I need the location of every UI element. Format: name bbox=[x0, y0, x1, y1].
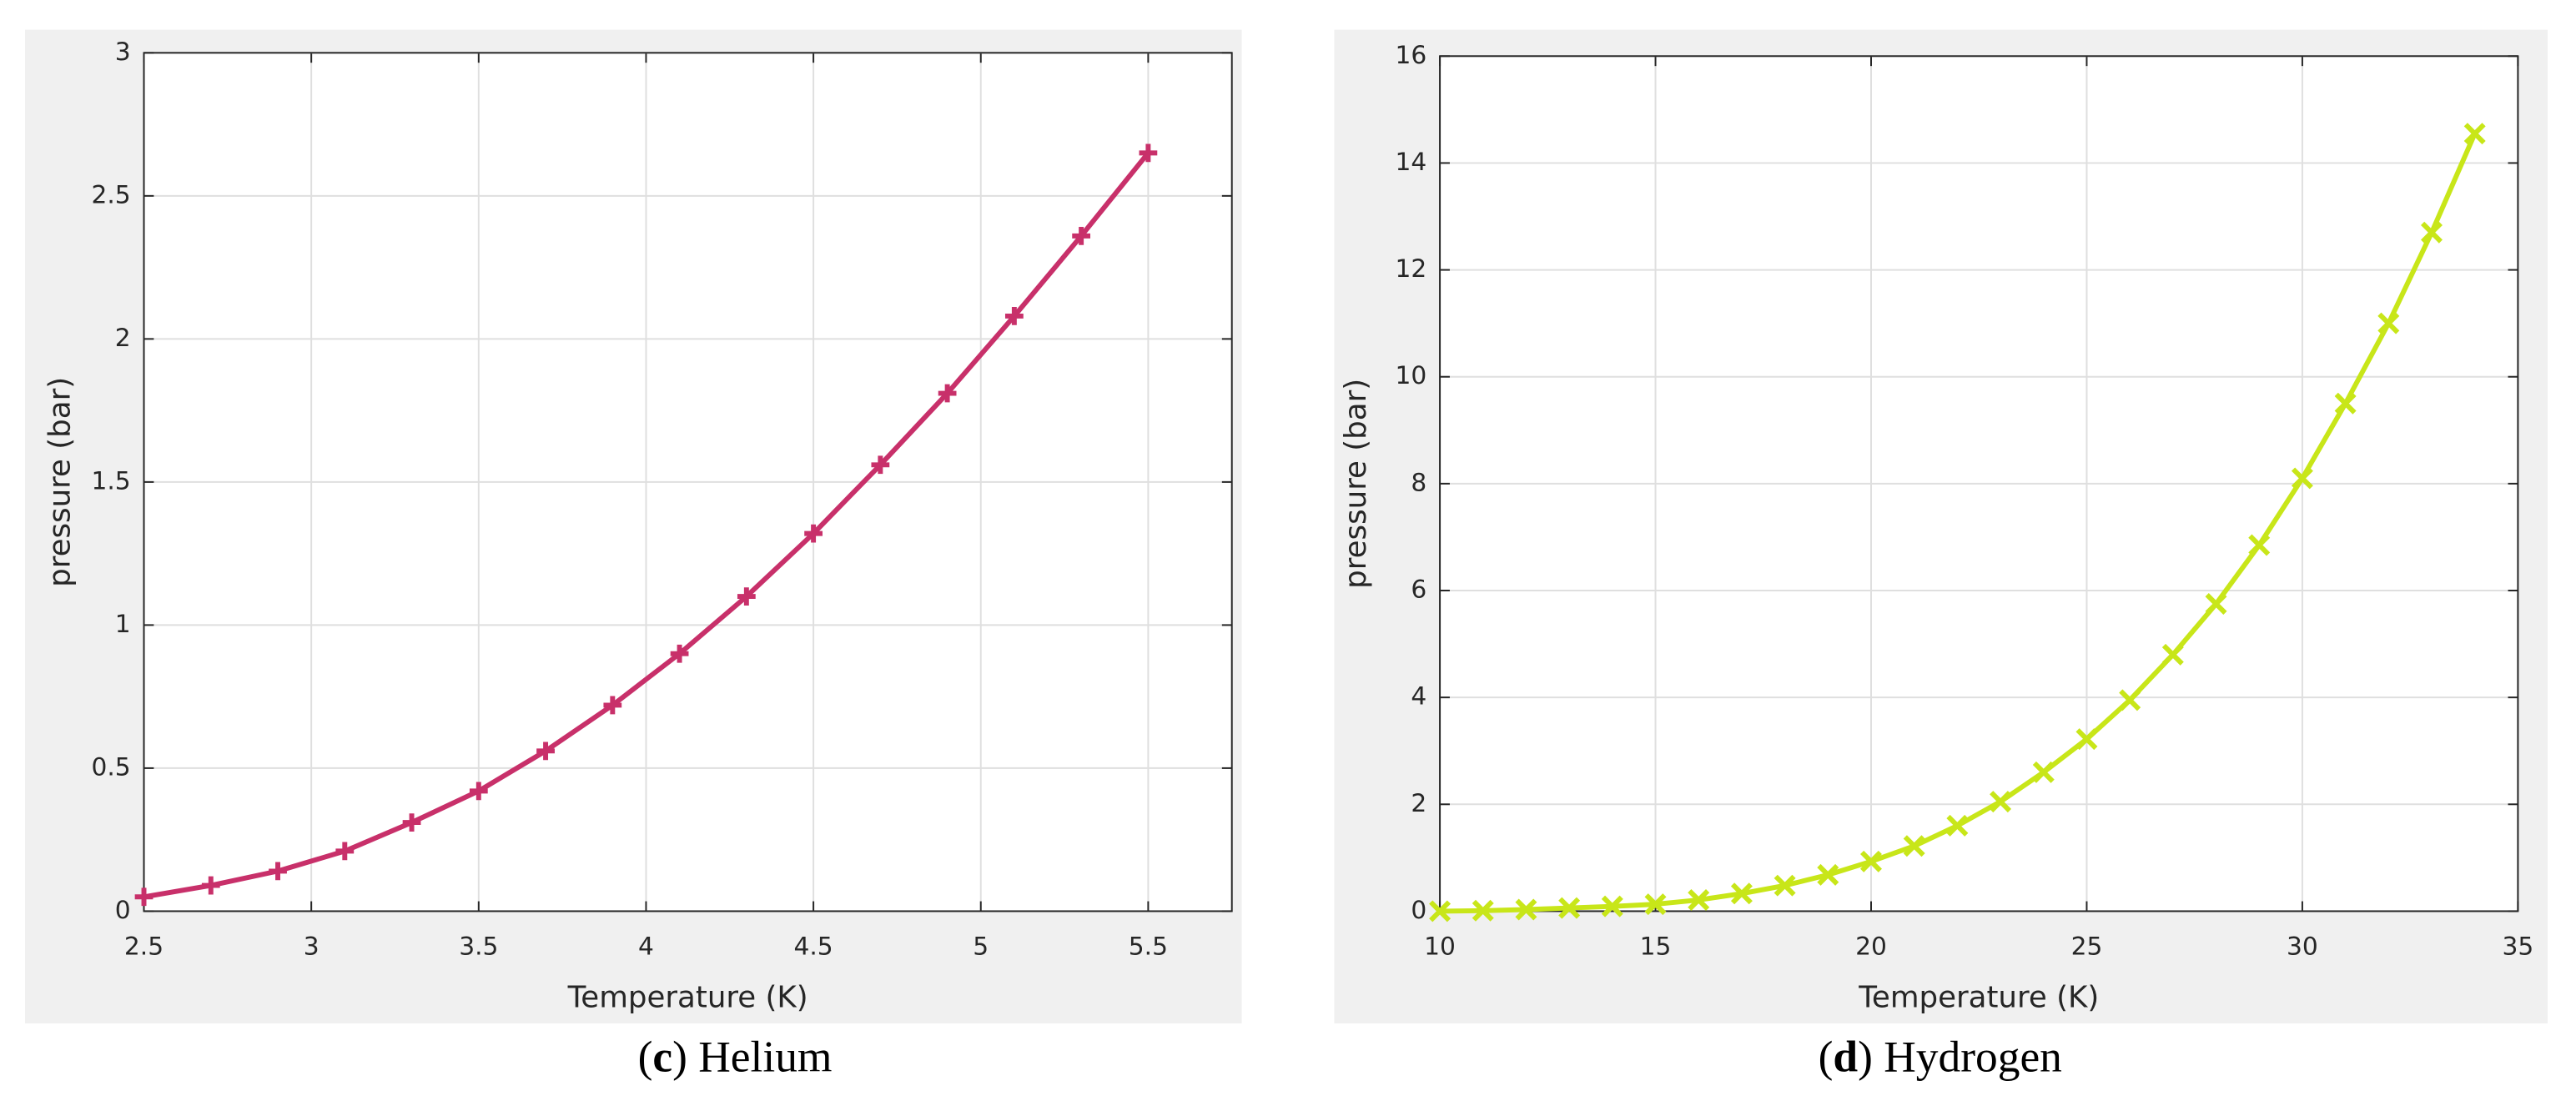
marker bbox=[2032, 761, 2055, 783]
y-tick-label: 1.5 bbox=[91, 465, 130, 495]
marker bbox=[2119, 689, 2141, 711]
caption-text: ) Helium bbox=[672, 1032, 832, 1082]
marker bbox=[670, 644, 689, 663]
marker bbox=[402, 813, 421, 832]
marker bbox=[1990, 791, 2012, 813]
x-tick-label: 15 bbox=[1640, 931, 1672, 960]
y-tick-label: 10 bbox=[1395, 360, 1426, 390]
marker bbox=[2075, 728, 2098, 751]
y-tick-label: 6 bbox=[1411, 575, 1426, 604]
y-tick-label: 1 bbox=[115, 609, 131, 638]
marker bbox=[335, 842, 355, 861]
x-tick-label: 5 bbox=[973, 931, 989, 960]
y-tick-label: 8 bbox=[1411, 467, 1426, 496]
x-tick-label: 5.5 bbox=[1129, 931, 1168, 960]
y-tick-label: 2 bbox=[115, 323, 131, 352]
marker bbox=[1817, 863, 1839, 886]
marker bbox=[871, 455, 890, 475]
x-tick-label: 30 bbox=[2287, 931, 2318, 960]
marker bbox=[536, 742, 555, 761]
marker bbox=[269, 862, 287, 881]
x-tick-label: 4.5 bbox=[794, 931, 833, 960]
caption-letter: d bbox=[1833, 1032, 1858, 1082]
marker bbox=[1774, 874, 1796, 897]
marker bbox=[1903, 835, 1925, 857]
marker bbox=[938, 384, 957, 403]
caption: (d) Hydrogen bbox=[1819, 1032, 2062, 1082]
marker bbox=[469, 782, 488, 801]
x-tick-label: 4 bbox=[638, 931, 654, 960]
caption-letter: c bbox=[652, 1032, 672, 1082]
series-line bbox=[143, 151, 1150, 900]
marker bbox=[603, 696, 622, 715]
y-tick-label: 2 bbox=[1411, 788, 1426, 817]
caption: (c) Helium bbox=[638, 1032, 833, 1082]
x-tick-label: 3 bbox=[304, 931, 319, 960]
marker bbox=[134, 887, 153, 907]
marker bbox=[1072, 226, 1091, 245]
x-tick-label: 3.5 bbox=[459, 931, 498, 960]
y-tick-label: 14 bbox=[1395, 147, 1426, 176]
marker bbox=[1730, 882, 1753, 905]
marker bbox=[2377, 312, 2400, 334]
marker bbox=[1860, 850, 1882, 872]
marker bbox=[1429, 900, 1452, 923]
marker bbox=[2161, 643, 2184, 666]
marker bbox=[1515, 898, 1537, 921]
x-tick-label: 25 bbox=[2071, 931, 2103, 960]
plot-frame bbox=[143, 52, 1233, 912]
y-tick-label: 2.5 bbox=[91, 179, 130, 209]
marker bbox=[2421, 221, 2443, 244]
y-tick-label: 0 bbox=[1411, 895, 1426, 924]
x-tick-label: 20 bbox=[1855, 931, 1887, 960]
marker bbox=[1139, 143, 1158, 163]
x-axis-label: Temperature (K) bbox=[1858, 980, 2099, 1014]
marker bbox=[737, 587, 756, 606]
marker bbox=[1558, 897, 1581, 919]
x-tick-label: 10 bbox=[1424, 931, 1456, 960]
marker bbox=[1472, 899, 1494, 922]
marker bbox=[201, 876, 220, 895]
caption-open: ( bbox=[638, 1032, 653, 1082]
y-axis-label: pressure (bar) bbox=[1339, 379, 1373, 589]
marker bbox=[2463, 123, 2486, 145]
y-tick-label: 16 bbox=[1395, 40, 1426, 69]
marker bbox=[2334, 392, 2357, 415]
y-tick-label: 3 bbox=[115, 37, 131, 66]
x-tick-label: 35 bbox=[2503, 931, 2534, 960]
marker bbox=[1644, 893, 1667, 916]
plot-frame bbox=[1439, 55, 2519, 912]
marker bbox=[1004, 307, 1024, 325]
caption-open: ( bbox=[1819, 1032, 1834, 1082]
y-tick-label: 12 bbox=[1395, 254, 1426, 283]
x-axis-label: Temperature (K) bbox=[567, 980, 808, 1014]
marker bbox=[2291, 467, 2313, 490]
marker bbox=[2248, 534, 2271, 556]
y-axis-label: pressure (bar) bbox=[43, 377, 78, 587]
marker bbox=[1946, 814, 1969, 837]
y-tick-label: 0 bbox=[115, 895, 131, 924]
marker bbox=[2205, 593, 2227, 616]
caption-text: ) Hydrogen bbox=[1858, 1032, 2062, 1082]
x-tick-label: 2.5 bbox=[124, 931, 164, 960]
y-tick-label: 4 bbox=[1411, 681, 1426, 711]
marker bbox=[1688, 888, 1710, 911]
marker bbox=[804, 524, 823, 543]
y-tick-label: 0.5 bbox=[91, 752, 130, 781]
marker bbox=[1601, 895, 1623, 917]
